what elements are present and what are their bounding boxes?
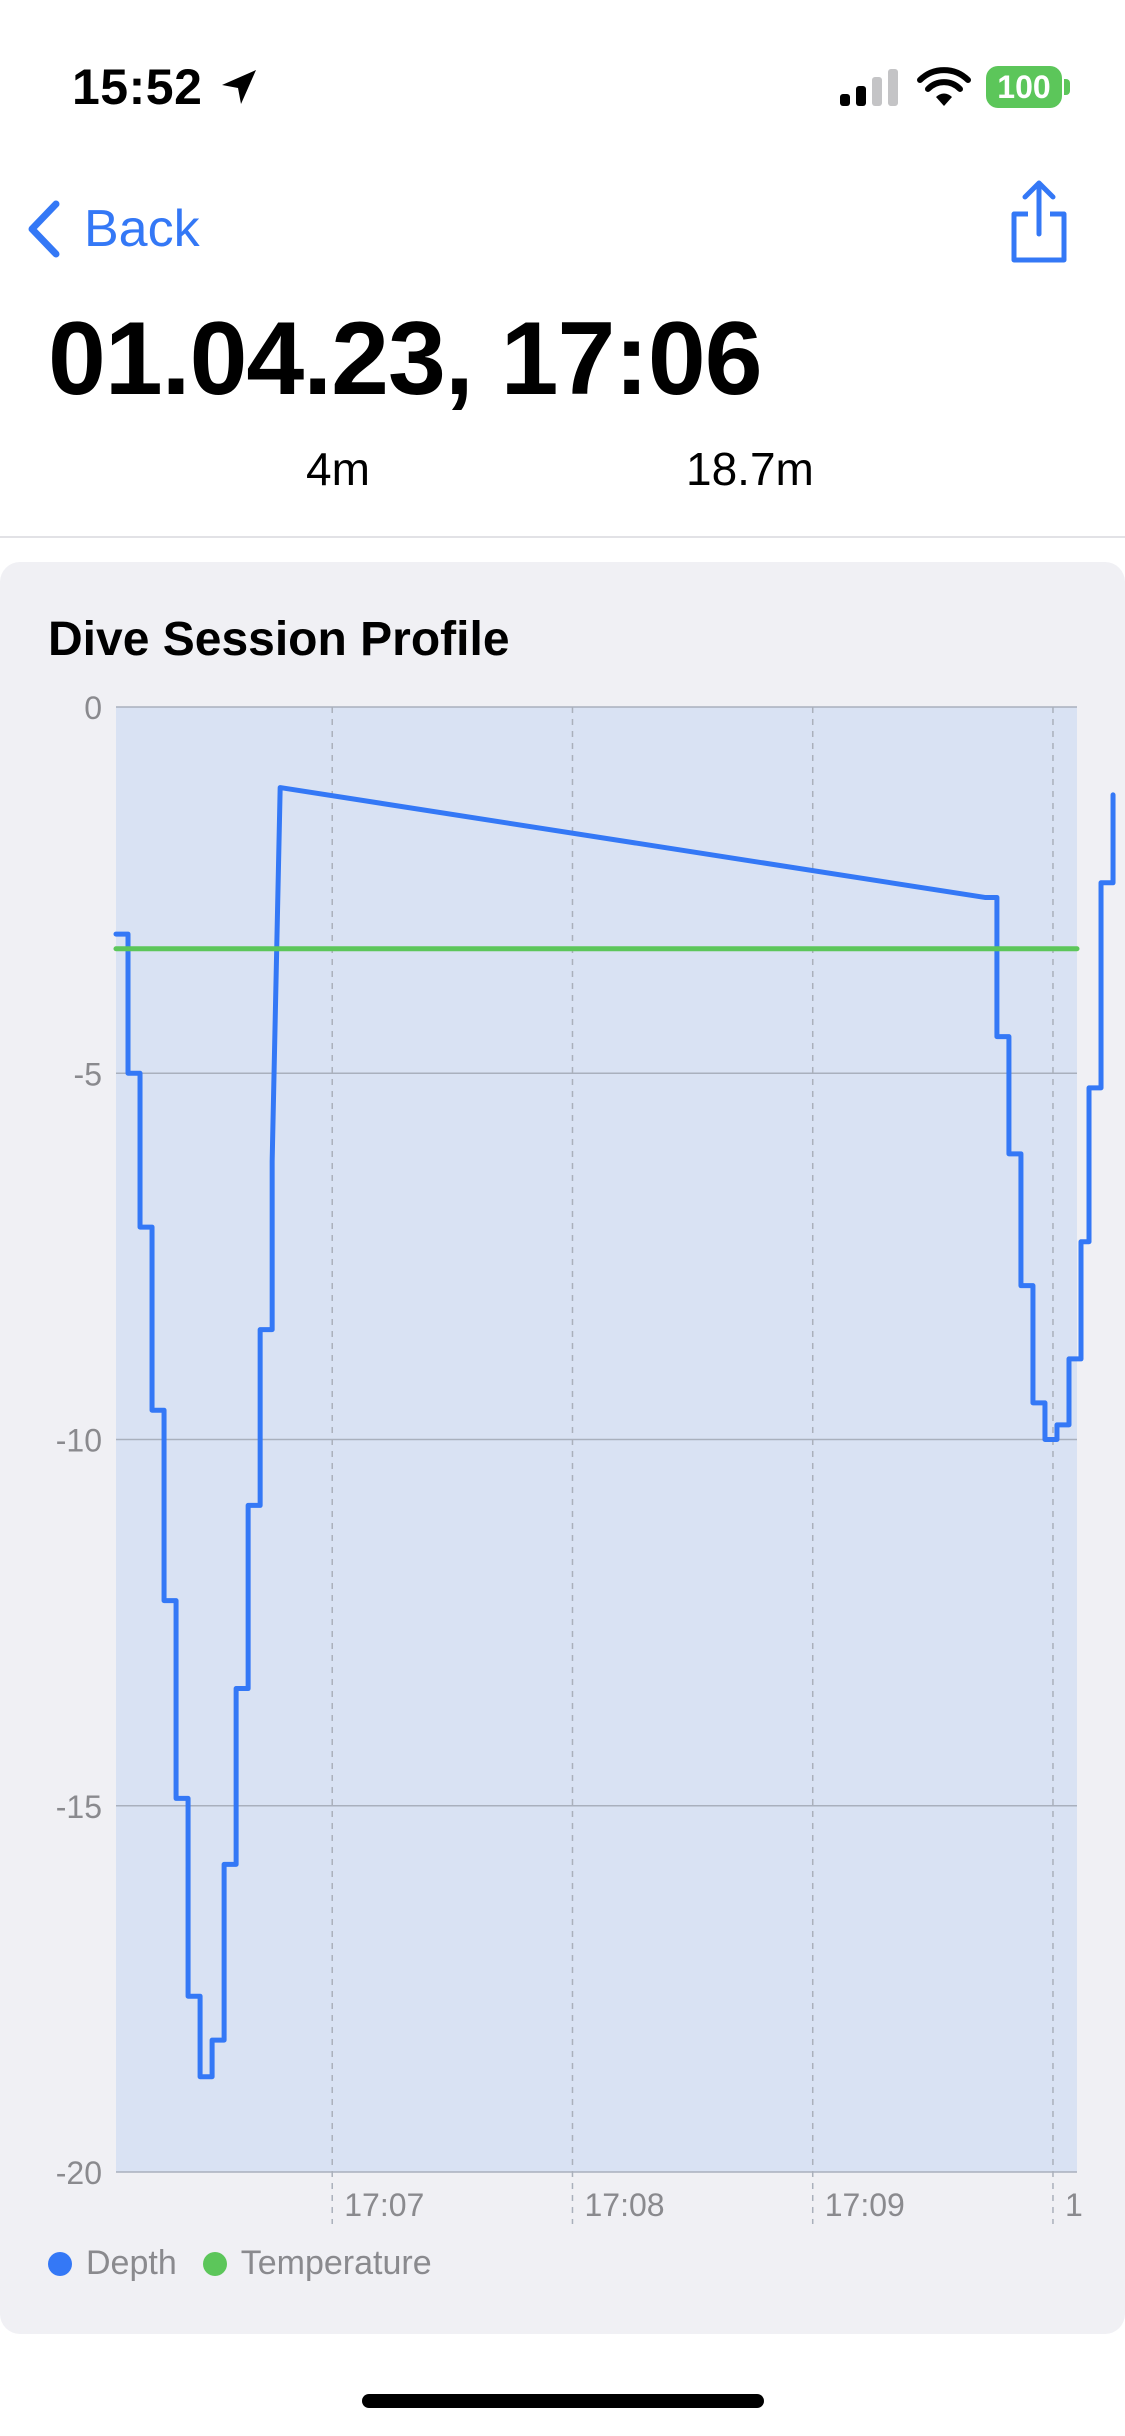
wifi-icon xyxy=(917,67,971,106)
y-tick-label: -5 xyxy=(74,1056,102,1092)
navigation-bar: Back xyxy=(0,170,1125,290)
home-indicator xyxy=(362,2394,764,2408)
battery-icon: 100 xyxy=(986,66,1070,108)
x-tick-label: 17:08 xyxy=(584,2187,664,2223)
y-tick-label: -20 xyxy=(56,2155,102,2191)
legend-label-temperature: Temperature xyxy=(240,2244,432,2282)
y-tick-label: -10 xyxy=(56,1423,102,1459)
legend-item-depth: Depth xyxy=(48,2244,177,2283)
legend-label-depth: Depth xyxy=(86,2244,177,2282)
back-label: Back xyxy=(84,200,200,258)
chevron-left-icon xyxy=(28,200,60,258)
dive-profile-chart[interactable]: 0 -5 -10 -15 -20 17:07 17:08 17:09 1 xyxy=(0,562,1125,2334)
status-time: 15:52 xyxy=(72,59,203,115)
status-bar: 15:52 100 xyxy=(0,0,1125,180)
chart-legend: Depth Temperature xyxy=(48,2244,458,2283)
x-tick-label: 17:07 xyxy=(344,2187,424,2223)
legend-item-temperature: Temperature xyxy=(202,2244,432,2283)
cellular-signal-icon xyxy=(840,69,898,106)
chart-card: Dive Session Profile 0 -5 -10 -15 -20 17:07 17… xyxy=(0,562,1125,2334)
depth-series-line xyxy=(113,785,1116,2080)
x-tick-label: 17:09 xyxy=(825,2187,905,2223)
chart-title: Dive Session Profile xyxy=(48,613,510,666)
legend-dot-temperature xyxy=(202,2251,227,2276)
y-tick-label: -15 xyxy=(56,1789,102,1825)
location-arrow-icon xyxy=(222,70,256,104)
battery-cap xyxy=(1064,79,1070,95)
share-icon[interactable] xyxy=(1004,176,1074,266)
x-tick-label: 1 xyxy=(1065,2187,1083,2223)
dive-duration: 4m xyxy=(306,443,370,495)
y-tick-label: 0 xyxy=(84,690,102,726)
max-depth: 18.7m xyxy=(686,443,814,495)
page-title: 01.04.23, 17:06 xyxy=(48,301,763,417)
battery-level: 100 xyxy=(986,66,1062,108)
back-button[interactable]: Back xyxy=(24,184,200,274)
divider xyxy=(0,536,1125,538)
legend-dot-depth xyxy=(48,2251,72,2276)
